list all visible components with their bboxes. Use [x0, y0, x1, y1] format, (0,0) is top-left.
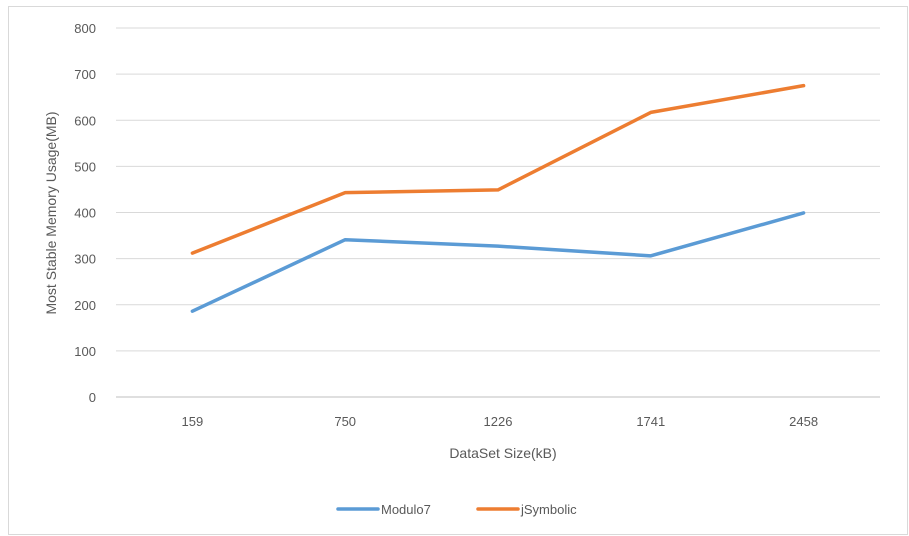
y-tick-label: 500	[74, 159, 96, 174]
x-axis-ticks: 159 750 1226 1741 2458	[182, 414, 819, 429]
y-axis-ticks: 0 100 200 300 400 500 600 700 800	[74, 21, 96, 405]
x-tick-label: 2458	[789, 414, 818, 429]
y-tick-label: 0	[89, 390, 96, 405]
y-tick-label: 700	[74, 67, 96, 82]
y-tick-label: 600	[74, 113, 96, 128]
legend: Modulo7 jSymbolic	[336, 502, 577, 517]
y-tick-label: 300	[74, 252, 96, 267]
gridlines	[116, 27, 880, 398]
legend-label: Modulo7	[381, 502, 431, 517]
y-tick-label: 400	[74, 206, 96, 221]
series-lines	[190, 83, 806, 313]
legend-item-jsymbolic: jSymbolic	[476, 502, 577, 517]
legend-item-modulo7: Modulo7	[336, 502, 431, 517]
x-tick-label: 159	[182, 414, 204, 429]
x-tick-label: 750	[334, 414, 356, 429]
x-tick-label: 1741	[636, 414, 665, 429]
x-tick-label: 1226	[484, 414, 513, 429]
y-axis-title: Most Stable Memory Usage(MB)	[43, 111, 59, 314]
legend-label: jSymbolic	[520, 502, 577, 517]
x-axis-title: DataSet Size(kB)	[449, 445, 556, 461]
y-tick-label: 100	[74, 344, 96, 359]
series-line-jsymbolic	[190, 83, 806, 255]
series-line-modulo7	[190, 211, 806, 313]
y-tick-label: 800	[74, 21, 96, 36]
y-tick-label: 200	[74, 298, 96, 313]
